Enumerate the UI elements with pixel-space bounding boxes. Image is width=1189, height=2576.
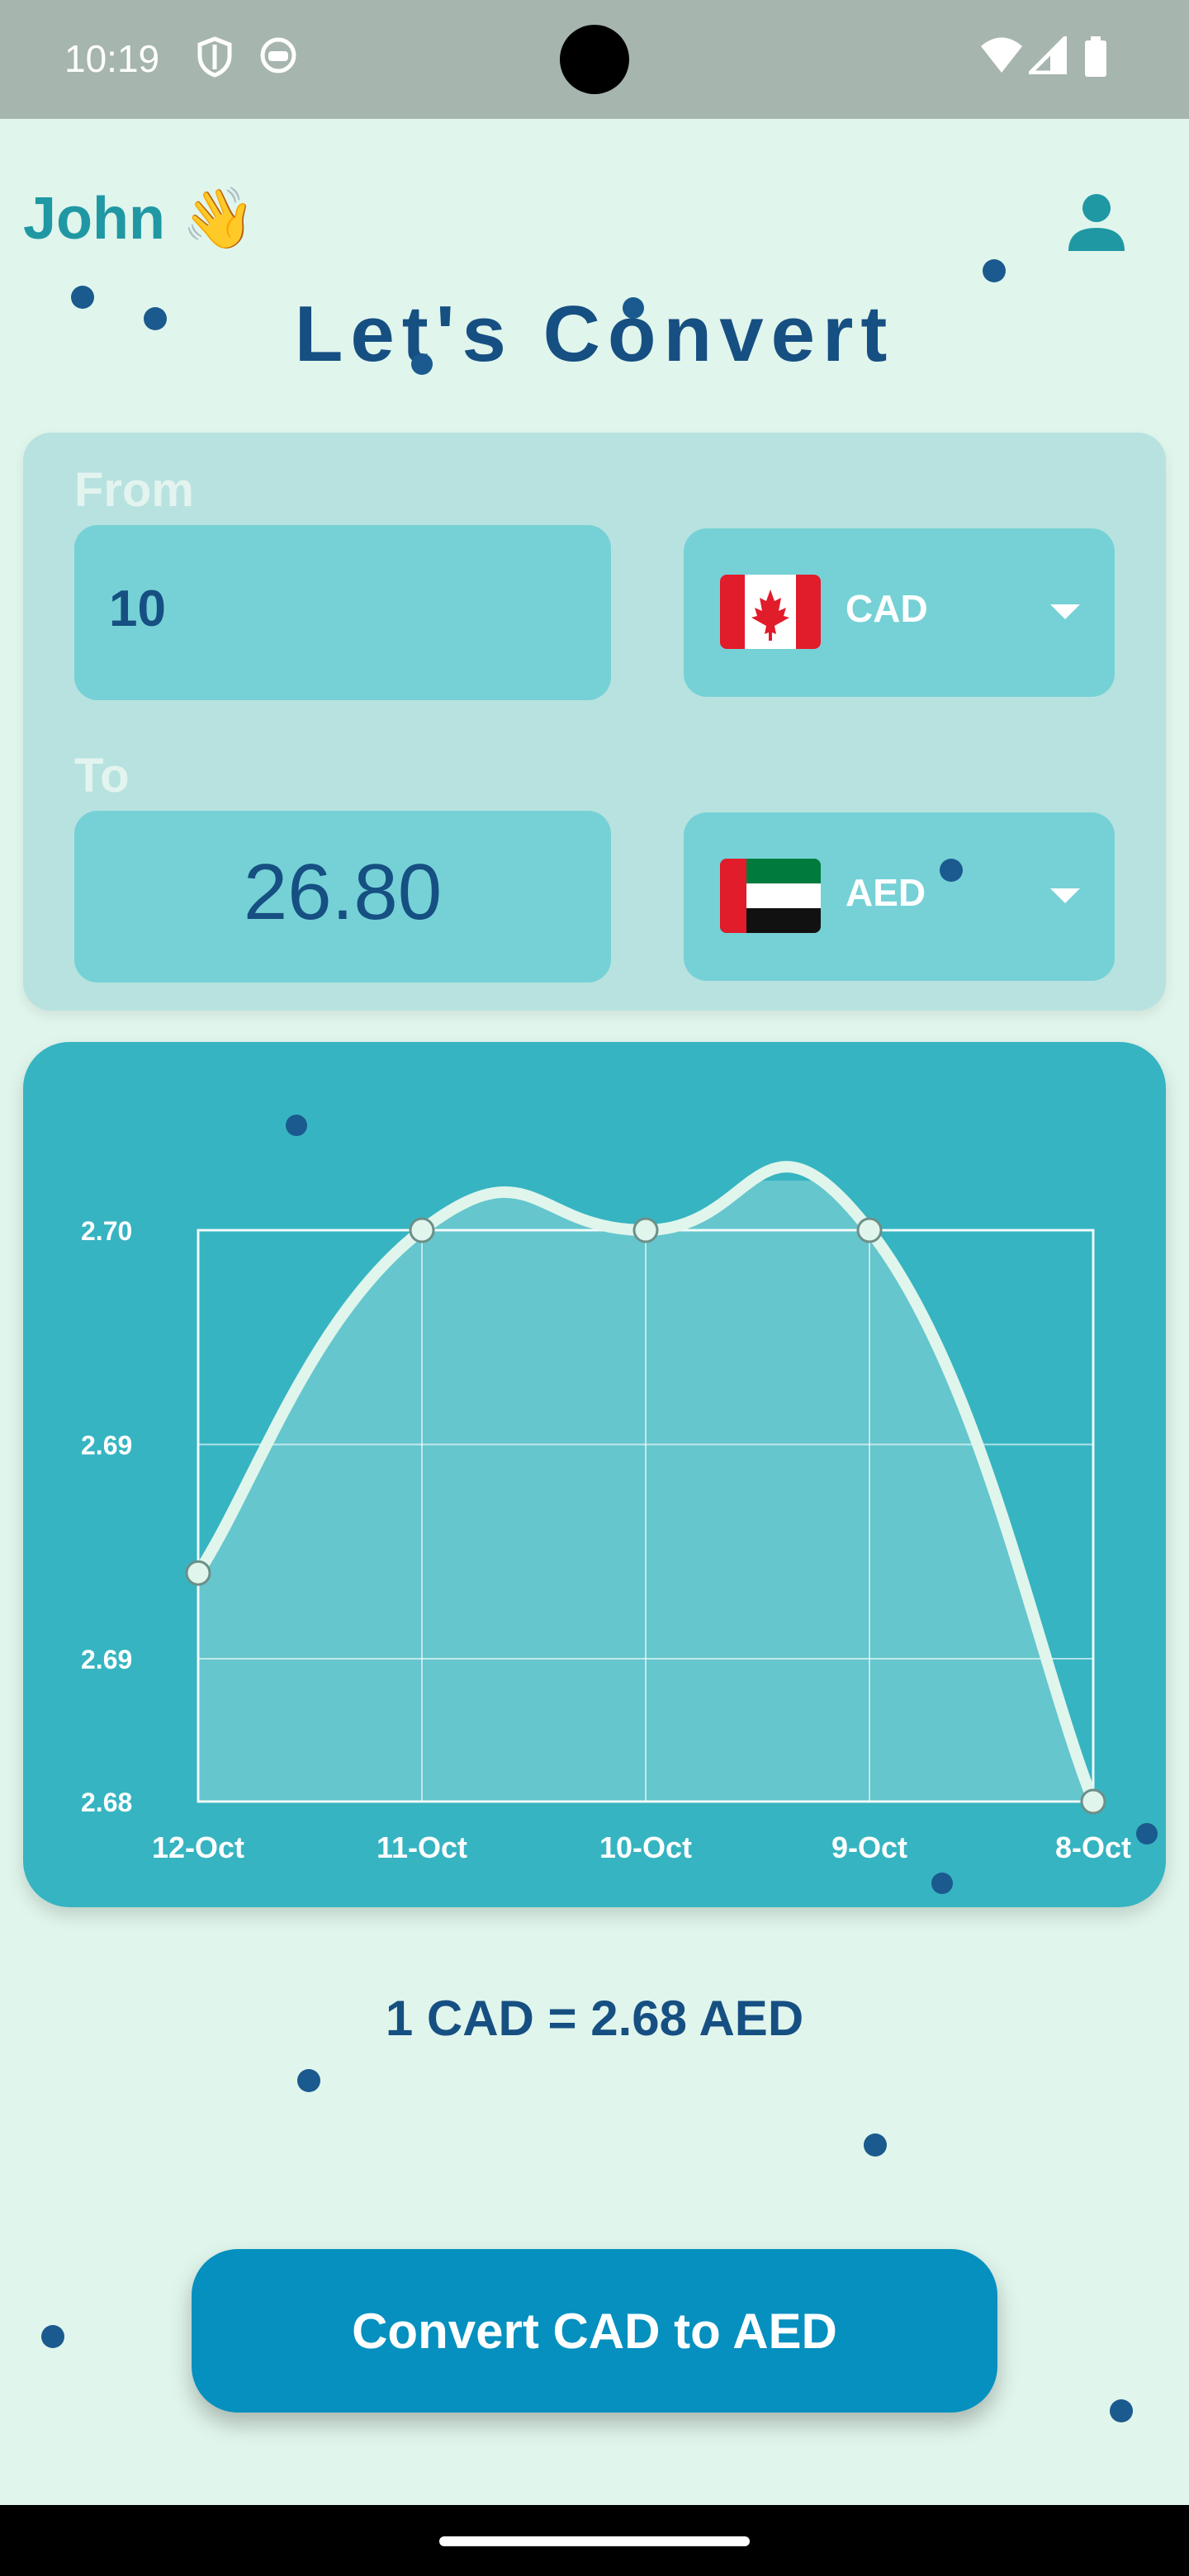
data-point (856, 1217, 883, 1243)
wifi-icon (981, 37, 1022, 73)
decor-dot (286, 1115, 307, 1136)
data-point (409, 1217, 435, 1243)
series-line (192, 1161, 1099, 1807)
to-amount-value: 26.80 (243, 848, 443, 936)
line-chart: 2.70 2.69 2.69 2.68 12-Oct 11-Oct 10-Oct 9-Oct 8… (81, 1161, 1131, 1864)
to-label: To (74, 749, 130, 803)
page-title: Let's Convert (294, 290, 895, 378)
decor-dot (71, 286, 94, 309)
y-tick-label: 2.69 (81, 1431, 132, 1461)
x-tick-label: 8-Oct (1055, 1830, 1131, 1864)
x-tick-label: 11-Oct (377, 1830, 467, 1864)
x-tick-label: 9-Oct (831, 1830, 907, 1864)
caret-down-icon (1050, 604, 1080, 619)
y-tick-label: 2.68 (81, 1788, 132, 1817)
exchange-rate-text: 1 CAD = 2.68 AED (385, 1991, 804, 2046)
data-point (1080, 1788, 1106, 1815)
decor-dot (297, 2069, 320, 2092)
decor-dot (931, 1873, 953, 1894)
rate-history-chart: 2.70 2.69 2.69 2.68 12-Oct 11-Oct 10-Oct 9-Oct 8… (23, 1042, 1166, 1907)
status-bar: 10:19 (0, 0, 1189, 119)
from-currency-code: CAD (846, 587, 928, 630)
decor-dot (1136, 1823, 1158, 1844)
to-currency-dropdown[interactable]: AED (684, 812, 1115, 981)
greeting-text: John 👋 (23, 186, 256, 252)
uae-flag-icon (720, 859, 821, 933)
from-label: From (74, 463, 194, 517)
canada-flag-icon (720, 575, 821, 649)
cell-signal-icon (1029, 36, 1067, 74)
caret-down-icon (1050, 888, 1080, 903)
robot-face-icon (260, 37, 296, 73)
from-currency-dropdown[interactable]: CAD (684, 528, 1115, 697)
status-time: 10:19 (64, 37, 160, 80)
x-tick-label: 10-Oct (599, 1830, 692, 1864)
convert-button[interactable]: Convert CAD to AED (192, 2249, 997, 2413)
decor-dot (411, 353, 433, 375)
from-amount-value: 10 (109, 580, 166, 637)
to-currency-code: AED (846, 871, 926, 914)
decor-dot (864, 2133, 887, 2157)
to-amount-field[interactable]: 26.80 (74, 811, 611, 983)
person-icon[interactable] (1065, 192, 1128, 254)
shield-icon (197, 36, 232, 78)
front-camera (560, 25, 629, 94)
decor-dot (983, 259, 1006, 282)
decor-dot (1110, 2399, 1133, 2422)
home-gesture-handle[interactable] (439, 2536, 750, 2546)
data-point (185, 1560, 211, 1586)
data-point (632, 1217, 659, 1243)
decor-dot (144, 307, 167, 330)
battery-icon (1085, 36, 1106, 77)
y-tick-label: 2.70 (81, 1216, 132, 1246)
x-tick-label: 12-Oct (152, 1830, 244, 1864)
from-amount-input[interactable]: 10 (74, 525, 611, 700)
y-tick-label: 2.69 (81, 1645, 132, 1674)
decor-dot (41, 2325, 64, 2348)
decor-dot (623, 297, 644, 319)
decor-dot (940, 859, 963, 882)
